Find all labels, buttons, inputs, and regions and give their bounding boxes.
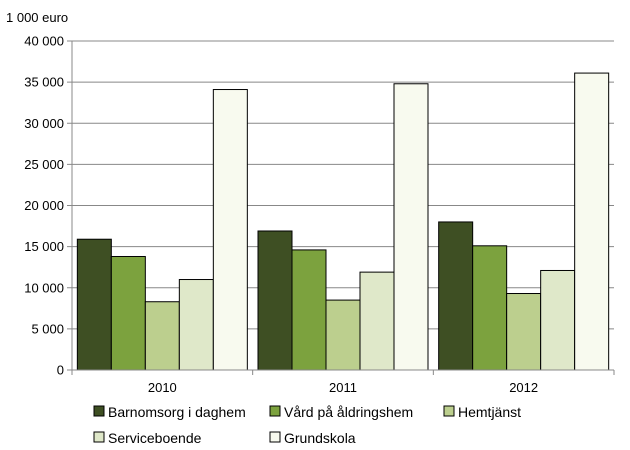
bar xyxy=(438,221,474,371)
y-axis-ticks: 0 5 000 10 000 15 000 20 000 25 000 30 000 35 0… xyxy=(24,34,72,378)
legend-swatch xyxy=(269,431,281,443)
legend-swatch xyxy=(93,431,105,443)
y-tick-label: 20 000 xyxy=(24,198,64,213)
x-axis-ticks: 2010 2011 2012 xyxy=(71,370,615,395)
bar xyxy=(76,238,112,371)
bar xyxy=(506,293,542,371)
x-tick-label: 2012 xyxy=(509,380,538,395)
bar xyxy=(291,249,327,371)
y-tick-label: 5 000 xyxy=(31,321,64,336)
y-unit-label: 1 000 euro xyxy=(6,10,68,25)
bar xyxy=(144,301,180,371)
bar xyxy=(257,230,293,371)
bar xyxy=(359,271,395,371)
bar xyxy=(393,83,429,371)
legend-label: Barnomsorg i daghem xyxy=(108,404,246,420)
bar xyxy=(110,255,146,371)
y-tick-label: 30 000 xyxy=(24,116,64,131)
bar xyxy=(178,279,214,371)
bar xyxy=(212,89,248,371)
legend-label: Hemtjänst xyxy=(458,404,521,420)
x-tick-label: 2010 xyxy=(148,380,177,395)
y-tick-label: 40 000 xyxy=(24,34,64,49)
bar xyxy=(540,269,576,371)
y-tick-label: 25 000 xyxy=(24,157,64,172)
y-tick-label: 35 000 xyxy=(24,75,64,90)
bars xyxy=(76,72,610,371)
y-tick-label: 15 000 xyxy=(24,239,64,254)
axes xyxy=(71,41,614,371)
legend-swatch xyxy=(443,405,455,417)
legend-swatch xyxy=(269,405,281,417)
bar xyxy=(574,72,610,371)
legend: Barnomsorg i daghem Vård på åldringshem He… xyxy=(93,404,521,446)
x-tick-label: 2011 xyxy=(329,380,357,395)
y-tick-label: 0 xyxy=(57,363,64,378)
legend-label: Serviceboende xyxy=(108,430,202,446)
legend-swatch xyxy=(93,405,105,417)
bar xyxy=(472,245,508,371)
legend-label: Grundskola xyxy=(284,430,356,446)
legend-label: Vård på åldringshem xyxy=(284,404,413,420)
y-tick-label: 10 000 xyxy=(24,280,64,295)
bar xyxy=(325,299,361,371)
